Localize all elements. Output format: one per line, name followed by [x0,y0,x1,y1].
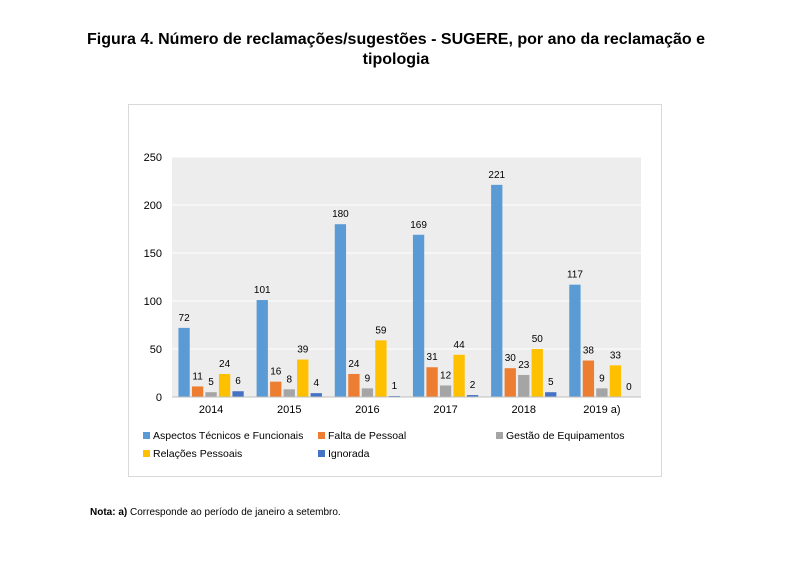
legend-swatch [318,432,325,439]
x-tick-label: 2019 a) [583,404,620,416]
bar [191,386,204,397]
legend-swatch [318,450,325,457]
data-label: 9 [599,373,605,384]
data-label: 30 [505,353,517,364]
bar [491,184,503,397]
data-label: 72 [179,313,191,324]
legend-label: Aspectos Técnicos e Funcionais [153,430,303,442]
data-label: 24 [219,359,231,370]
data-label: 2 [470,380,476,391]
y-tick-label: 50 [150,344,162,356]
x-tick-label: 2017 [433,404,457,416]
bar [426,367,438,397]
data-label: 9 [365,373,371,384]
y-tick-label: 200 [144,200,162,212]
data-label: 4 [313,378,319,389]
y-tick-label: 100 [144,296,162,308]
x-tick-label: 2016 [355,404,379,416]
bar [178,327,190,397]
data-label: 11 [192,371,203,382]
bar [545,392,557,397]
bar [334,224,347,397]
data-label: 117 [567,270,583,281]
data-label: 8 [286,374,292,385]
bar [466,395,479,397]
x-tick-label: 2015 [277,404,301,416]
bar-chart: 0501001502002502014721152462015101168394… [143,152,641,460]
legend-label: Ignorada [328,448,370,460]
data-label: 33 [610,350,622,361]
bar [569,284,581,397]
data-label: 5 [548,377,554,388]
legend-label: Falta de Pessoal [328,430,406,442]
data-label: 101 [254,285,271,296]
bar [439,385,452,397]
data-label: 44 [454,340,466,351]
bar [453,354,465,397]
bar [218,373,231,397]
y-tick-label: 0 [156,392,162,404]
legend-label: Relações Pessoais [153,448,242,460]
legend-swatch [143,432,150,439]
data-label: 50 [532,334,544,345]
y-tick-label: 150 [144,248,162,260]
bar [232,391,244,397]
bar [283,389,295,397]
legend-swatch [143,450,150,457]
note-text: Corresponde ao período de janeiro a sete… [130,507,341,518]
x-tick-label: 2018 [512,404,536,416]
figure-title-line-1: Figura 4. Número de reclamações/sugestõe… [87,31,705,48]
y-tick-label: 250 [144,152,162,164]
bar [375,340,387,397]
bar [596,388,608,397]
bar [518,374,530,397]
bar [531,349,543,397]
figure-note: Nota: a) Corresponde ao período de janei… [90,507,341,518]
bar [256,300,268,397]
figure-title: Figura 4. Número de reclamações/sugestõe… [60,30,732,70]
data-label: 31 [427,352,439,363]
bar [205,392,217,397]
data-label: 39 [297,345,309,356]
bar [504,368,516,397]
data-label: 5 [208,377,214,388]
data-label: 221 [488,170,505,181]
data-label: 23 [518,360,530,371]
bar [609,365,622,397]
data-label: 38 [583,346,595,357]
bar [270,381,282,397]
legend-label: Gestão de Equipamentos [506,430,625,442]
bar [348,373,360,397]
data-label: 0 [626,382,632,393]
data-label: 59 [375,325,387,336]
bar [297,359,309,397]
note-label: Nota: a) [90,507,128,518]
bar [582,360,595,397]
data-label: 24 [348,359,360,370]
data-label: 169 [410,220,427,231]
plot-area [172,157,641,397]
bar [412,234,425,397]
data-label: 16 [270,367,282,378]
data-label: 12 [440,370,452,381]
bar [361,388,374,397]
figure-title-line-2: tipologia [362,51,430,68]
x-tick-label: 2014 [199,404,223,416]
data-label: 1 [392,381,398,392]
data-label: 6 [235,376,241,387]
bar [310,393,322,397]
chart-frame: 0 50 100 150 200 250 2014 72 11 5 24 6 2015 101 16 8 39 4… [128,104,662,477]
legend-swatch [496,432,503,439]
data-label: 180 [332,209,349,220]
